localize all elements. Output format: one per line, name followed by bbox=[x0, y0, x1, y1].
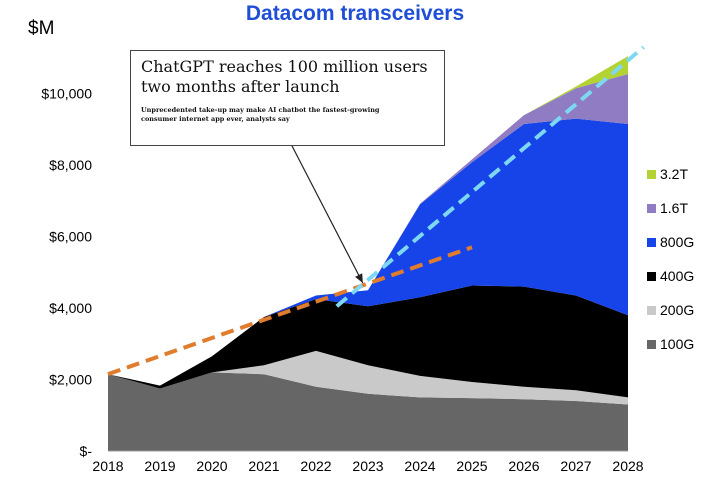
x-tick-label: 2021 bbox=[248, 458, 279, 474]
y-tick-label: $10,000 bbox=[41, 86, 92, 102]
legend-label: 800G bbox=[660, 234, 694, 250]
y-tick-label: $- bbox=[80, 443, 93, 459]
y-tick-label: $2,000 bbox=[49, 372, 92, 388]
area-100g bbox=[108, 372, 628, 451]
area-400g bbox=[108, 285, 628, 398]
x-tick-label: 2027 bbox=[560, 458, 591, 474]
x-tick-label: 2019 bbox=[144, 458, 175, 474]
trend-lines bbox=[107, 45, 645, 377]
legend-swatch bbox=[647, 170, 656, 179]
legend-swatch bbox=[647, 238, 656, 247]
area-200g bbox=[108, 350, 628, 405]
legend-swatch bbox=[647, 306, 656, 315]
legend-swatch bbox=[647, 272, 656, 281]
legend-label: 1.6T bbox=[660, 200, 688, 216]
x-tick-label: 2026 bbox=[508, 458, 539, 474]
trend-line-blue bbox=[335, 45, 645, 308]
x-tick-label: 2025 bbox=[456, 458, 487, 474]
area-800g bbox=[108, 118, 628, 386]
chart-title: Datacom transceivers bbox=[245, 2, 465, 25]
legend-label: 100G bbox=[660, 336, 694, 352]
legend-label: 3.2T bbox=[660, 166, 688, 182]
y-tick-label: $4,000 bbox=[49, 300, 92, 316]
x-tick-label: 2020 bbox=[196, 458, 227, 474]
x-tick-label: 2024 bbox=[404, 458, 435, 474]
legend-label: 200G bbox=[660, 302, 694, 318]
axes: 2018 2019 2020 2021 2022 2023 2024 2025 2026 2027… bbox=[41, 86, 643, 474]
legend-swatch bbox=[647, 340, 656, 349]
annotation-arrowhead bbox=[355, 273, 363, 283]
x-tick-label: 2018 bbox=[92, 458, 123, 474]
legend-label: 400G bbox=[660, 268, 694, 284]
annotation-subhead: Unprecedented take-up may make AI chatbo… bbox=[141, 106, 380, 123]
trend-line-orange bbox=[107, 245, 473, 377]
y-tick-label: $6,000 bbox=[49, 229, 92, 245]
x-tick-label: 2028 bbox=[612, 458, 643, 474]
annotation-headline: ChatGPT reaches 100 million users two mo… bbox=[141, 57, 428, 96]
legend: 3.2T 1.6T 800G 400G 200G 100G bbox=[647, 166, 694, 352]
y-axis-unit: $M bbox=[28, 18, 55, 39]
x-tick-label: 2023 bbox=[352, 458, 383, 474]
legend-swatch bbox=[647, 204, 656, 213]
annotation-arrow bbox=[289, 141, 364, 284]
x-tick-label: 2022 bbox=[300, 458, 331, 474]
news-annotation-box: ChatGPT reaches 100 million users two mo… bbox=[130, 50, 445, 146]
y-tick-label: $8,000 bbox=[49, 157, 92, 173]
